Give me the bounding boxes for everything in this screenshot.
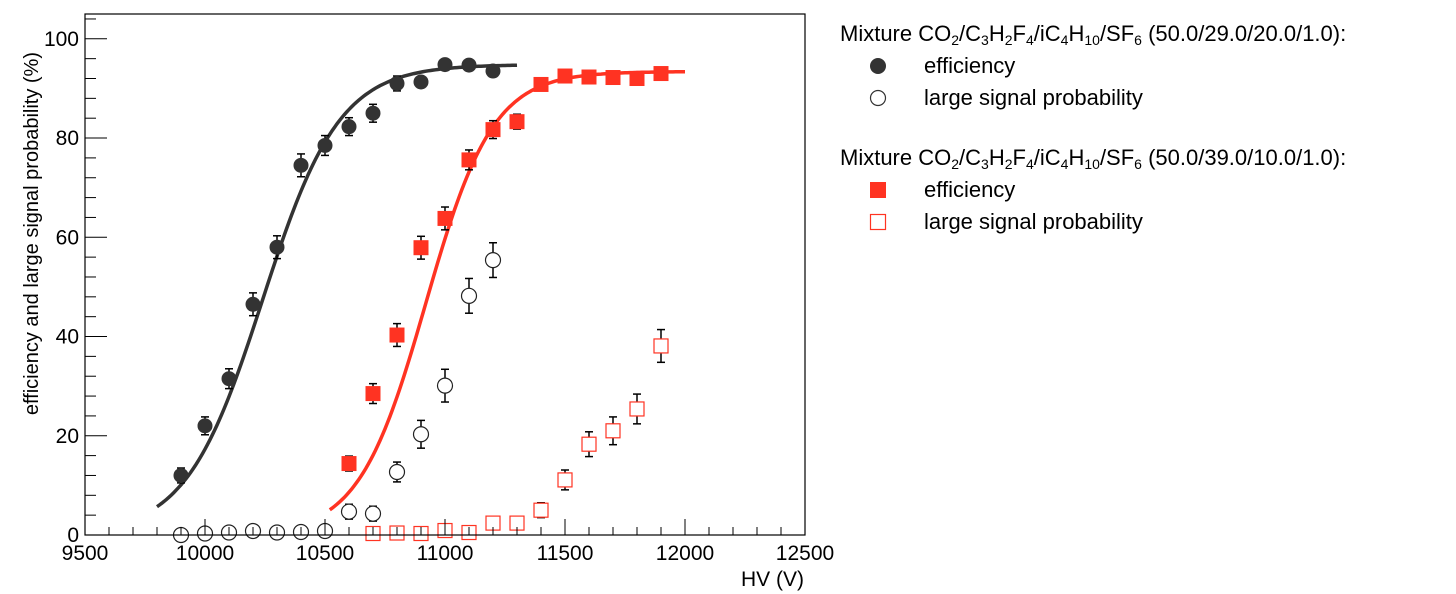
efficiency-point-mixture-1 <box>245 296 261 312</box>
legend-title-mixture-1: Mixture CO2/C3H2F4/iC4H10/SF6 (50.0/29.0… <box>840 21 1347 48</box>
efficiency-point-mixture-2 <box>629 71 645 87</box>
y-tick-label: 80 <box>56 127 79 150</box>
y-tick-label: 0 <box>67 524 79 547</box>
data-points <box>172 57 669 544</box>
efficiency-point-mixture-1 <box>293 157 309 173</box>
efficiency-point-mixture-2 <box>653 66 669 82</box>
x-tick-label: 12500 <box>776 542 834 565</box>
efficiency-point-mixture-2 <box>557 68 573 84</box>
y-tick-label: 60 <box>56 226 79 249</box>
large-signal-point-mixture-2 <box>533 502 549 518</box>
large-signal-point-mixture-1 <box>412 426 430 443</box>
efficiency-point-mixture-1 <box>389 75 405 91</box>
efficiency-point-mixture-2 <box>461 152 477 168</box>
filled-circle-marker-icon <box>870 58 886 74</box>
legend-label: efficiency <box>924 53 1016 78</box>
large-signal-point-mixture-1 <box>484 252 502 269</box>
efficiency-point-mixture-1 <box>437 57 453 73</box>
x-tick-label: 12000 <box>656 542 714 565</box>
efficiency-point-mixture-1 <box>197 418 213 434</box>
large-signal-point-mixture-2 <box>605 423 621 439</box>
fit-curve-mixture-1 <box>155 63 518 509</box>
efficiency-point-mixture-2 <box>389 327 405 343</box>
x-tick-label: 10000 <box>176 542 234 565</box>
legend-mixture-1: Mixture CO2/C3H2F4/iC4H10/SF6 (50.0/29.0… <box>840 18 1346 114</box>
large-signal-point-mixture-1 <box>340 503 358 520</box>
legend-entry-efficiency-1: efficiency <box>840 50 1346 82</box>
legend-label: large signal probability <box>924 209 1143 234</box>
large-signal-point-mixture-2 <box>653 338 669 354</box>
plot-frame <box>84 13 806 536</box>
efficiency-point-mixture-2 <box>533 76 549 92</box>
efficiency-point-mixture-2 <box>509 114 525 130</box>
fit-curve-mixture-2 <box>328 70 685 512</box>
large-signal-point-mixture-2 <box>581 436 597 452</box>
efficiency-point-mixture-1 <box>221 371 237 387</box>
efficiency-point-mixture-2 <box>413 240 429 256</box>
y-tick-label: 100 <box>44 28 79 51</box>
axes: 9500 10000 10500 11000 11500 12000 12500 0 20 40 6… <box>44 13 834 565</box>
y-tick-label: 20 <box>56 425 79 448</box>
efficiency-point-mixture-1 <box>317 137 333 153</box>
legend-label: large signal probability <box>924 85 1143 110</box>
efficiency-point-mixture-1 <box>173 467 189 483</box>
large-signal-point-mixture-1 <box>460 287 478 304</box>
y-axis-label: efficiency and large signal probability … <box>21 52 43 415</box>
x-tick-label: 10500 <box>296 542 354 565</box>
large-signal-point-mixture-1 <box>436 377 454 394</box>
efficiency-point-mixture-2 <box>605 70 621 86</box>
legend-title-mixture-2: Mixture CO2/C3H2F4/iC4H10/SF6 (50.0/39.0… <box>840 145 1347 172</box>
legend-label: efficiency <box>924 177 1016 202</box>
legend-mixture-2: Mixture CO2/C3H2F4/iC4H10/SF6 (50.0/39.0… <box>840 142 1346 238</box>
x-tick-label: 9500 <box>62 542 109 565</box>
large-signal-point-mixture-2 <box>557 472 573 488</box>
large-signal-point-mixture-1 <box>364 505 382 522</box>
x-axis-label: HV (V) <box>741 568 804 591</box>
efficiency-point-mixture-1 <box>413 74 429 90</box>
efficiency-point-mixture-2 <box>581 69 597 85</box>
efficiency-point-mixture-1 <box>365 105 381 121</box>
open-square-marker-icon <box>869 213 887 231</box>
fit-curves <box>155 63 685 512</box>
efficiency-point-mixture-2 <box>485 122 501 138</box>
x-tick-label: 11500 <box>537 542 594 565</box>
x-tick-label: 11000 <box>417 542 474 565</box>
open-circle-marker-icon <box>869 89 887 107</box>
efficiency-point-mixture-1 <box>269 239 285 255</box>
legend-entry-large-signal-2: large signal probability <box>840 206 1346 238</box>
large-signal-point-mixture-2 <box>629 401 645 417</box>
efficiency-point-mixture-1 <box>461 57 477 73</box>
legend-entry-efficiency-2: efficiency <box>840 174 1346 206</box>
efficiency-point-mixture-2 <box>341 456 357 472</box>
filled-square-marker-icon <box>870 182 886 198</box>
efficiency-point-mixture-1 <box>485 63 501 79</box>
efficiency-point-mixture-2 <box>365 386 381 402</box>
legend-entry-large-signal-1: large signal probability <box>840 82 1346 114</box>
y-tick-label: 40 <box>56 326 79 349</box>
efficiency-point-mixture-1 <box>341 119 357 135</box>
large-signal-point-mixture-1 <box>388 463 406 481</box>
efficiency-point-mixture-2 <box>437 210 453 226</box>
